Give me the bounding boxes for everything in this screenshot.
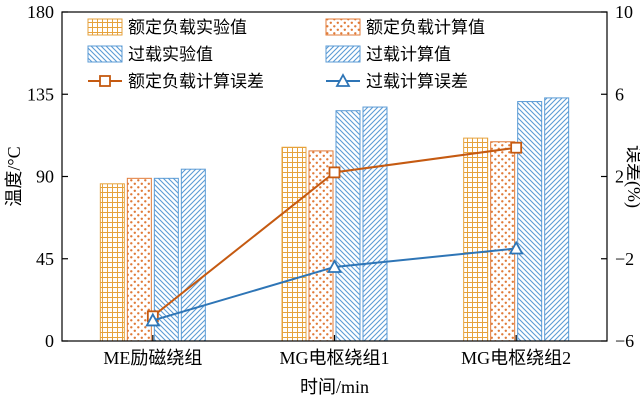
x-axis-title: 时间/min <box>300 377 369 397</box>
bar <box>335 110 361 342</box>
x-tick-label: MG电枢绕组2 <box>461 348 571 368</box>
bar <box>517 101 543 342</box>
marker-triangle <box>326 259 343 273</box>
marker-square <box>510 141 523 154</box>
x-tick-label: MG电枢绕组1 <box>279 348 389 368</box>
y-right-tick-label: 6 <box>615 84 624 104</box>
legend-label: 额定负载计算值 <box>366 18 485 37</box>
bar <box>463 137 489 342</box>
marker-triangle <box>145 312 161 327</box>
marker-square <box>328 166 341 179</box>
bar <box>362 106 388 342</box>
legend-item: 额定负载计算值 <box>325 18 485 37</box>
bar <box>281 146 307 342</box>
marker-triangle <box>335 73 351 87</box>
bar <box>490 141 516 342</box>
y-left-tick-label: 135 <box>27 84 54 104</box>
marker-square <box>99 75 111 87</box>
y-axis-title-left: 温度/°C <box>4 146 24 206</box>
axes: 0 45 90 135 180 −6 −2 2 6 10 ME励磁绕组 MG电枢绕组1 MG电枢绕组2 时… <box>4 2 640 397</box>
legend-swatch <box>87 45 123 63</box>
legend-item: 过载计算误差 <box>326 72 468 91</box>
legend-item: 过载计算值 <box>325 45 451 64</box>
marker-triangle <box>508 240 524 255</box>
bar <box>99 183 125 342</box>
legend-item: 过载实验值 <box>87 45 213 64</box>
legend-label: 额定负载计算误差 <box>128 72 264 91</box>
legend-label: 过载计算误差 <box>366 72 468 91</box>
y-left-tick-label: 180 <box>27 2 54 22</box>
legend-swatch <box>325 18 361 36</box>
y-left-tick-label: 45 <box>36 249 54 269</box>
y-left-tick-label: 0 <box>45 331 54 351</box>
y-right-tick-label: −6 <box>615 331 634 351</box>
bar <box>308 150 334 342</box>
legend-item: 额定负载实验值 <box>87 18 247 37</box>
y-right-tick-label: 10 <box>615 2 633 22</box>
legend-swatch <box>325 45 361 63</box>
bar-series-1 <box>126 141 516 342</box>
x-tick-label: ME励磁绕组 <box>103 348 202 368</box>
bar <box>180 168 206 342</box>
y-right-tick-label: −2 <box>615 249 634 269</box>
legend-item: 额定负载计算误差 <box>88 72 264 91</box>
bar <box>544 97 570 342</box>
y-axis-title-right: 误差(%) <box>623 145 640 208</box>
y-left-tick-label: 90 <box>36 167 54 187</box>
bar-series-3 <box>180 97 570 342</box>
legend-label: 过载实验值 <box>128 45 213 64</box>
legend-label: 额定负载实验值 <box>128 18 247 37</box>
legend-swatch <box>87 18 123 36</box>
y-right-tick-label: 2 <box>615 167 624 187</box>
legend-label: 过载计算值 <box>366 45 451 64</box>
bar-series-0 <box>99 137 489 342</box>
line-series-1 <box>145 240 524 327</box>
